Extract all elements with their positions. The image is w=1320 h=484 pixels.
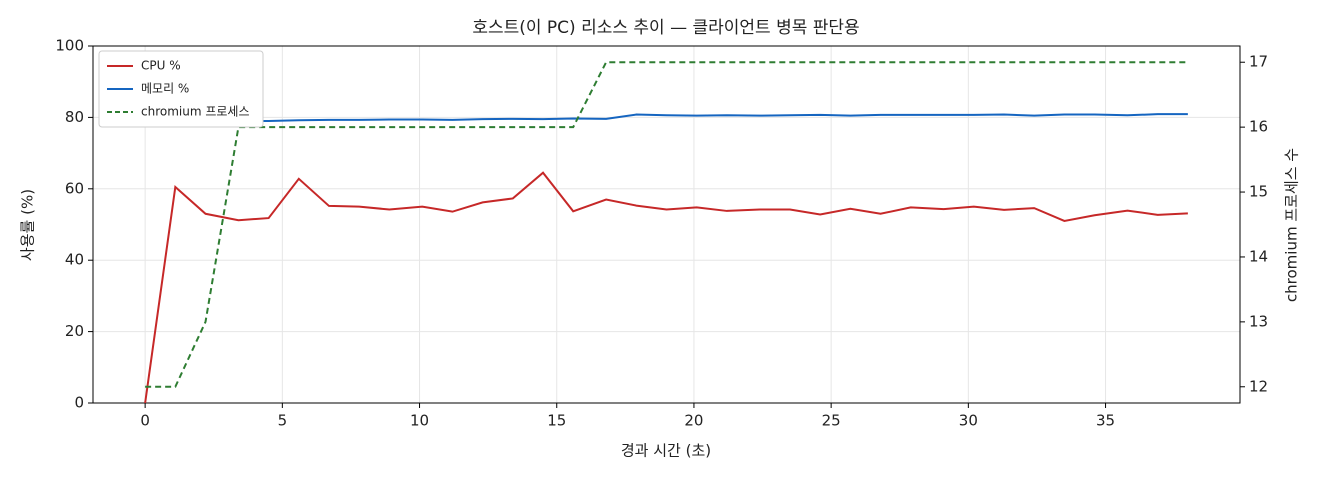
y2-axis-label: chromium 프로세스 수 [1283, 148, 1301, 302]
x-axis-label: 경과 시간 (초) [621, 442, 711, 460]
y2-tick-label: 12 [1249, 377, 1268, 395]
series-line [145, 113, 1188, 123]
legend-label: CPU % [141, 59, 181, 73]
x-tick-label: 5 [278, 412, 288, 430]
y-tick-label: 60 [65, 179, 84, 197]
y-tick-label: 20 [65, 322, 84, 340]
y2-tick-label: 17 [1249, 53, 1268, 71]
y-tick-label: 100 [55, 37, 84, 55]
chart-title: 호스트(이 PC) 리소스 추이 — 클라이언트 병목 판단용 [472, 18, 859, 38]
x-tick-label: 0 [140, 412, 150, 430]
y-tick-label: 0 [74, 394, 84, 412]
x-tick-label: 25 [822, 412, 841, 430]
x-tick-label: 10 [410, 412, 429, 430]
y-tick-label: 40 [65, 251, 84, 269]
x-tick-label: 20 [684, 412, 703, 430]
plot-frame [92, 45, 1241, 404]
x-tick-label: 30 [959, 412, 978, 430]
y2-tick-label: 15 [1249, 183, 1268, 201]
x-tick-label: 35 [1096, 412, 1115, 430]
legend-box [98, 50, 264, 128]
y2-tick-label: 14 [1249, 247, 1268, 265]
legend-label: 메모리 % [141, 82, 189, 96]
y2-tick-label: 16 [1249, 118, 1268, 136]
y2-tick-label: 13 [1249, 312, 1268, 330]
x-tick-label: 15 [547, 412, 566, 430]
y-tick-label: 80 [65, 108, 84, 126]
y-axis-label: 사용률 (%) [19, 189, 37, 261]
series-line [145, 61, 1188, 388]
series-line [144, 171, 1188, 404]
legend-label: chromium 프로세스 [141, 105, 250, 119]
